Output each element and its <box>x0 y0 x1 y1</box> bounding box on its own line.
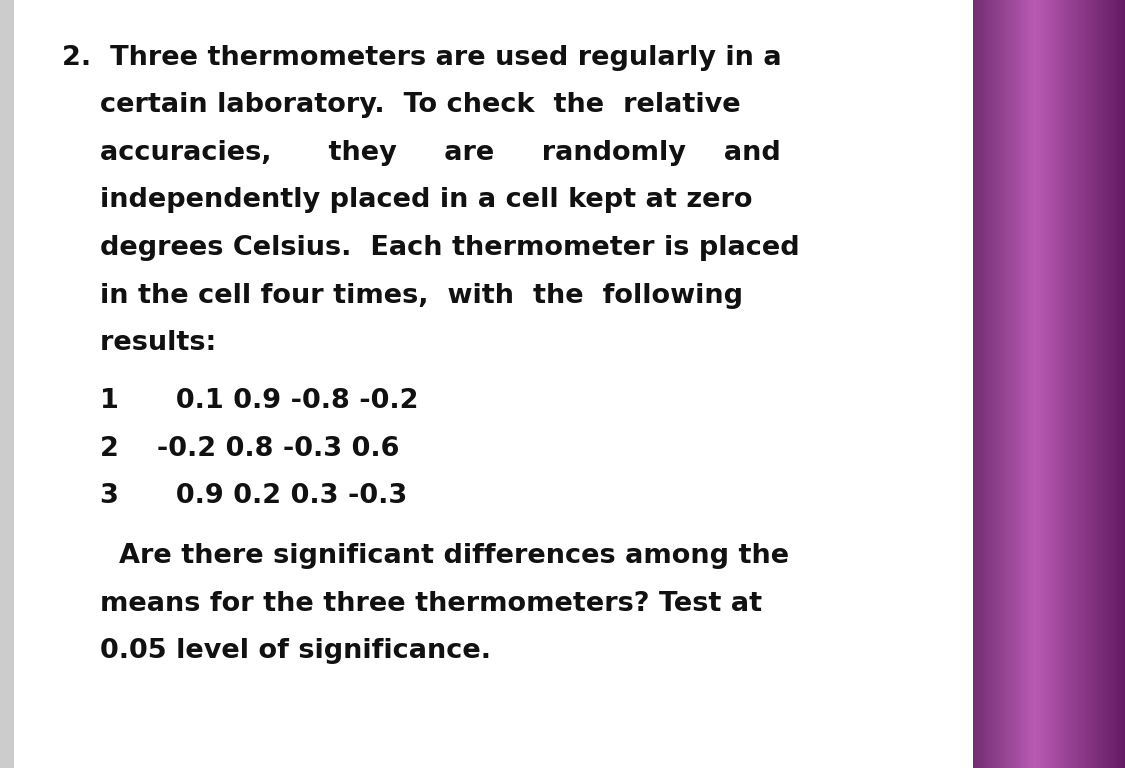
Bar <box>1095 0 1098 768</box>
Bar <box>1015 0 1018 768</box>
Bar <box>1087 0 1090 768</box>
Text: degrees Celsius.  Each thermometer is placed: degrees Celsius. Each thermometer is pla… <box>62 235 800 261</box>
Text: 2    -0.2 0.8 -0.3 0.6: 2 -0.2 0.8 -0.3 0.6 <box>62 435 399 462</box>
Bar <box>994 0 997 768</box>
Bar <box>1028 0 1032 768</box>
Bar <box>973 0 976 768</box>
Bar <box>1007 0 1010 768</box>
Bar <box>1098 0 1101 768</box>
Bar <box>1055 0 1058 768</box>
Bar <box>1048 0 1052 768</box>
Bar <box>1119 0 1123 768</box>
Bar <box>1012 0 1016 768</box>
Bar <box>1080 0 1082 768</box>
Bar <box>1108 0 1112 768</box>
Bar <box>990 0 993 768</box>
Bar <box>1109 0 1113 768</box>
Bar <box>1104 0 1107 768</box>
Bar <box>1068 0 1071 768</box>
Text: Are there significant differences among the: Are there significant differences among … <box>62 543 789 569</box>
Bar <box>1009 0 1012 768</box>
Text: 2.  Three thermometers are used regularly in a: 2. Three thermometers are used regularly… <box>62 45 782 71</box>
Bar <box>1097 0 1099 768</box>
Bar <box>1114 0 1117 768</box>
Bar <box>987 0 990 768</box>
Bar <box>1042 0 1044 768</box>
Text: in the cell four times,  with  the  following: in the cell four times, with the followi… <box>62 283 742 309</box>
Bar <box>998 0 1001 768</box>
Bar <box>1001 0 1005 768</box>
Bar <box>1070 0 1073 768</box>
Bar <box>1076 0 1079 768</box>
Bar <box>1034 0 1037 768</box>
Bar <box>1059 0 1062 768</box>
Bar <box>992 0 996 768</box>
Bar <box>1061 0 1063 768</box>
Bar <box>1117 0 1120 768</box>
Text: means for the three thermometers? Test at: means for the three thermometers? Test a… <box>62 591 762 617</box>
Bar <box>1051 0 1054 768</box>
Bar <box>1102 0 1105 768</box>
Bar <box>1025 0 1027 768</box>
Bar <box>1043 0 1046 768</box>
Bar <box>1062 0 1065 768</box>
Bar <box>984 0 988 768</box>
Bar <box>1023 0 1026 768</box>
Bar <box>1086 0 1088 768</box>
Bar <box>1123 0 1125 768</box>
Bar <box>1040 0 1043 768</box>
Bar <box>1020 0 1024 768</box>
Text: certain laboratory.  To check  the  relative: certain laboratory. To check the relativ… <box>62 92 740 118</box>
Text: accuracies,      they     are     randomly    and: accuracies, they are randomly and <box>62 140 781 166</box>
Bar <box>1078 0 1080 768</box>
Bar <box>979 0 982 768</box>
Bar <box>1081 0 1084 768</box>
Bar <box>1106 0 1109 768</box>
Bar <box>981 0 983 768</box>
Bar <box>1056 0 1060 768</box>
Bar <box>1047 0 1051 768</box>
Bar <box>1037 0 1041 768</box>
Bar <box>0 0 14 768</box>
Text: 0.05 level of significance.: 0.05 level of significance. <box>62 638 490 664</box>
Bar <box>1045 0 1048 768</box>
Bar <box>1116 0 1118 768</box>
Bar <box>1072 0 1074 768</box>
Text: independently placed in a cell kept at zero: independently placed in a cell kept at z… <box>62 187 753 214</box>
Bar <box>982 0 986 768</box>
Bar <box>975 0 978 768</box>
Bar <box>1036 0 1038 768</box>
Bar <box>1073 0 1077 768</box>
Bar <box>1011 0 1014 768</box>
Text: 1      0.1 0.9 -0.8 -0.2: 1 0.1 0.9 -0.8 -0.2 <box>62 388 418 414</box>
Bar <box>1026 0 1029 768</box>
Text: 3      0.9 0.2 0.3 -0.3: 3 0.9 0.2 0.3 -0.3 <box>62 483 407 509</box>
Bar <box>1030 0 1033 768</box>
Bar <box>1091 0 1094 768</box>
Bar <box>988 0 991 768</box>
Bar <box>1017 0 1020 768</box>
Bar <box>976 0 980 768</box>
Bar <box>1006 0 1008 768</box>
Bar <box>1032 0 1035 768</box>
Bar <box>1004 0 1007 768</box>
Bar <box>1100 0 1104 768</box>
Text: results:: results: <box>62 330 216 356</box>
Bar <box>1112 0 1115 768</box>
Bar <box>1000 0 1002 768</box>
Bar <box>1122 0 1124 768</box>
Bar <box>1089 0 1092 768</box>
Bar <box>1053 0 1056 768</box>
Bar <box>996 0 999 768</box>
Bar <box>1066 0 1069 768</box>
Bar <box>1019 0 1022 768</box>
Bar <box>1092 0 1096 768</box>
Bar <box>1064 0 1068 768</box>
Bar <box>1083 0 1087 768</box>
